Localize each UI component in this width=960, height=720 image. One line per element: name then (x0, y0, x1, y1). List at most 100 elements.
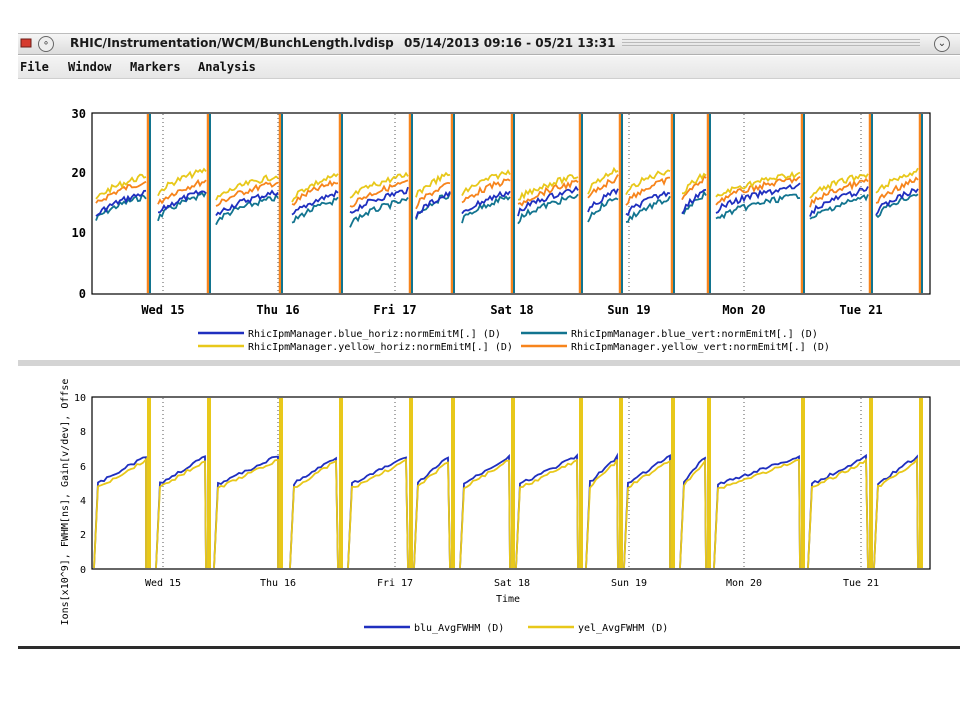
chevron-down-icon[interactable]: ⌄ (934, 36, 950, 52)
window-titlebar: ∘ RHIC/Instrumentation/WCM/BunchLength.l… (18, 33, 960, 55)
fwhm-trace (155, 460, 207, 569)
fwhm-trace (873, 454, 919, 569)
emittance-trace (587, 174, 619, 199)
emittance-trace (291, 196, 339, 224)
fwhm-trace (347, 456, 409, 569)
fwhm-trace (213, 455, 279, 569)
x-tick-label: Sat 18 (494, 578, 530, 589)
emittance-trace (95, 173, 147, 200)
emittance-trace (95, 193, 147, 221)
y-tick-label: 6 (80, 462, 86, 473)
emittance-trace (215, 181, 279, 207)
menu-window[interactable]: Window (68, 60, 112, 74)
emittance-trace (809, 186, 869, 217)
fwhm-trace (93, 457, 147, 569)
x-tick-label: Tue 21 (843, 578, 879, 589)
y-tick-label: 10 (74, 393, 86, 404)
emittance-trace (587, 197, 619, 223)
emittance-trace (349, 179, 409, 208)
emittance-trace (682, 172, 707, 195)
emittance-trace (215, 174, 279, 201)
window-bottom-border (18, 646, 960, 649)
panel-divider[interactable] (18, 360, 960, 366)
menu-bar: File Window Markers Analysis (18, 56, 960, 79)
fwhm-trace (413, 456, 451, 569)
fwhm-trace (585, 452, 619, 569)
emittance-trace (415, 190, 451, 219)
emittance-trace (875, 188, 919, 216)
emittance-trace (461, 169, 511, 197)
fwhm-trace (459, 453, 511, 569)
menu-markers[interactable]: Markers (130, 60, 181, 74)
emittance-trace (415, 171, 451, 198)
legend-label: yel_AvgFWHM (D) (578, 623, 668, 634)
emittance-trace (215, 193, 279, 226)
legend-label: blu_AvgFWHM (D) (414, 623, 504, 634)
legend-label: RhicIpmManager.blue_vert:normEmitM[.] (D… (571, 329, 818, 340)
emittance-trace (517, 174, 579, 201)
fwhm-trace (289, 459, 339, 569)
x-tick-label: Wed 15 (141, 303, 184, 317)
emittance-trace (349, 171, 409, 199)
emittance-trace (461, 178, 511, 204)
fwhm-trace (515, 453, 579, 569)
x-tick-label: Thu 16 (256, 303, 299, 317)
x-tick-label: Thu 16 (260, 578, 296, 589)
x-tick-label: Wed 15 (145, 578, 181, 589)
fwhm-trace (873, 457, 919, 569)
emittance-trace (587, 166, 619, 195)
x-tick-label: Mon 20 (722, 303, 765, 317)
emittance-trace (625, 169, 671, 196)
fwhm-trace (679, 458, 707, 569)
x-tick-label: Tue 21 (839, 303, 882, 317)
emittance-plot-panel: 30 20 10 0 Wed 15 Thu 16 Fri 17 Sat 18 S… (18, 80, 960, 358)
emittance-trace (875, 167, 919, 194)
emittance-trace (157, 167, 207, 197)
emittance-trace (809, 194, 869, 220)
emittance-trace (461, 190, 511, 215)
fwhm-trace (289, 456, 339, 569)
fwhm-plot[interactable]: Ions[x10^9], FWHM[ns], Gain[v/dev], Offs… (18, 368, 960, 644)
y-tick-label: 0 (80, 565, 86, 576)
fwhm-trace (807, 453, 869, 569)
fwhm-trace (807, 457, 869, 569)
window-menu-icon[interactable] (20, 37, 32, 49)
fwhm-trace (155, 455, 207, 569)
menu-file[interactable]: File (20, 60, 49, 74)
close-icon[interactable] (954, 36, 960, 50)
emittance-trace (681, 174, 707, 201)
y-tick-label: 30 (72, 107, 86, 121)
emittance-trace (95, 189, 147, 217)
emittance-trace (291, 172, 339, 203)
emittance-trace (517, 179, 579, 207)
y-tick-label: 10 (72, 226, 86, 240)
emittance-plot[interactable]: 30 20 10 0 Wed 15 Thu 16 Fri 17 Sat 18 S… (18, 80, 960, 358)
emittance-trace (157, 189, 207, 214)
emittance-trace (291, 179, 339, 206)
fwhm-trace (93, 456, 147, 569)
fwhm-trace (713, 458, 801, 569)
emittance-trace (875, 176, 919, 204)
emittance-trace (517, 193, 579, 225)
y-tick-label: 20 (72, 166, 86, 180)
fwhm-trace (413, 461, 451, 569)
fwhm-trace (213, 458, 279, 569)
y-tick-label: 2 (80, 530, 86, 541)
x-tick-label: Sun 19 (607, 303, 650, 317)
x-tick-label: Sat 18 (490, 303, 533, 317)
menu-analysis[interactable]: Analysis (198, 60, 256, 74)
legend-label: RhicIpmManager.yellow_horiz:normEmitM[.]… (248, 342, 513, 353)
emittance-trace (715, 182, 801, 214)
y-tick-label: 4 (80, 496, 86, 507)
emittance-trace (291, 189, 339, 216)
emittance-trace (809, 177, 869, 208)
fwhm-trace (679, 456, 707, 569)
x-tick-label: Mon 20 (726, 578, 762, 589)
emittance-trace (349, 196, 409, 228)
fwhm-trace (623, 459, 671, 569)
y-tick-label: 8 (80, 427, 86, 438)
fwhm-plot-panel: Ions[x10^9], FWHM[ns], Gain[v/dev], Offs… (18, 368, 960, 644)
window-title: RHIC/Instrumentation/WCM/BunchLength.lvd… (70, 36, 394, 50)
fwhm-trace (585, 459, 619, 569)
sticky-button[interactable]: ∘ (38, 36, 54, 52)
